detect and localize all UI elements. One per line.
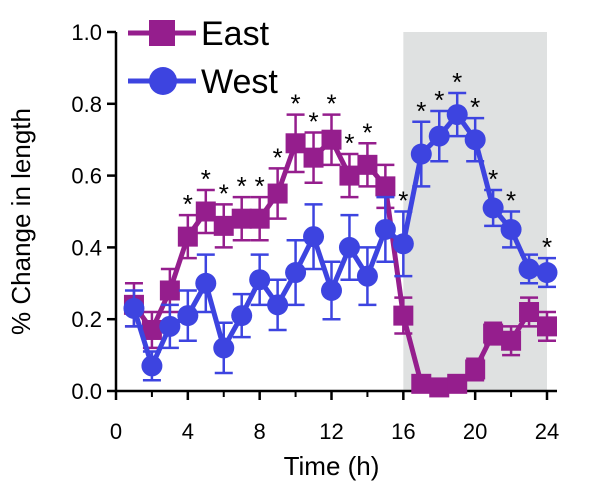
x-tick-label: 8	[254, 419, 266, 444]
west-data-point	[482, 197, 504, 219]
x-tick-label: 16	[391, 419, 415, 444]
east-data-point	[465, 359, 486, 380]
west-data-point	[249, 269, 271, 291]
y-axis-title: % Change in length	[6, 108, 36, 335]
west-data-point	[428, 125, 450, 147]
east-data-point	[177, 226, 198, 247]
east-significance-star: *	[362, 117, 372, 147]
west-data-point	[446, 104, 468, 126]
west-significance-star: *	[542, 232, 552, 262]
west-data-point	[231, 305, 253, 327]
east-data-point	[195, 201, 216, 222]
legend: East West	[128, 15, 278, 101]
y-tick-label: 1.0	[71, 20, 102, 45]
east-data-point	[303, 147, 324, 168]
west-data-point	[500, 218, 522, 240]
east-significance-star: *	[255, 171, 265, 201]
east-data-point	[321, 129, 342, 150]
west-significance-star: *	[506, 186, 516, 216]
west-significance-star: *	[470, 92, 480, 122]
east-data-point	[375, 176, 396, 197]
east-data-point	[537, 316, 557, 337]
east-data-point	[339, 165, 360, 186]
east-data-point	[357, 154, 378, 175]
west-data-point	[267, 294, 289, 316]
west-data-point	[392, 233, 414, 255]
east-data-point	[393, 305, 414, 326]
y-tick-label: 0.8	[71, 92, 102, 117]
west-data-point	[303, 226, 325, 248]
east-significance-star: *	[237, 171, 247, 201]
east-data-point	[519, 302, 540, 323]
west-data-point	[410, 143, 432, 165]
x-tick-label: 24	[535, 419, 559, 444]
west-data-point	[374, 218, 396, 240]
tick-marks: 0 4 8 12 16 20 24 0.0 0.2 0.4 0.6 0.8 1.0	[71, 20, 559, 444]
east-significance-star: *	[183, 189, 193, 219]
west-significance-star: *	[452, 67, 462, 97]
east-significance-star: *	[344, 128, 354, 158]
west-data-point	[195, 272, 217, 294]
east-data-point	[231, 208, 252, 229]
x-tick-label: 20	[463, 419, 487, 444]
east-significance-star: *	[201, 164, 211, 194]
x-axis-title: Time (h)	[284, 451, 380, 481]
west-significance-star: *	[488, 164, 498, 194]
x-tick-label: 12	[319, 419, 343, 444]
east-data-point	[213, 215, 234, 236]
west-data-point	[518, 258, 540, 280]
east-data-point	[285, 133, 306, 154]
east-significance-star: *	[308, 107, 318, 137]
west-significance-star: *	[398, 186, 408, 216]
east-significance-star: *	[273, 142, 283, 172]
legend-west-label: West	[201, 63, 278, 101]
east-significance-star: *	[219, 178, 229, 208]
x-tick-label: 4	[182, 419, 194, 444]
legend-west-marker	[149, 67, 177, 95]
east-significance-star: *	[291, 89, 301, 119]
west-significance-star: *	[416, 96, 426, 126]
east-data-point	[429, 377, 450, 398]
x-tick-label: 0	[110, 419, 122, 444]
light-phase-shading	[403, 32, 547, 391]
y-tick-label: 0.0	[71, 379, 102, 404]
data-series	[123, 91, 558, 398]
east-data-point	[141, 319, 162, 340]
west-data-point	[141, 355, 163, 377]
y-tick-label: 0.6	[71, 164, 102, 189]
west-data-point	[356, 265, 378, 287]
east-data-point	[159, 280, 180, 301]
west-data-point	[285, 262, 307, 284]
east-data-point	[411, 373, 432, 394]
east-data-point	[501, 330, 522, 351]
east-significance-star: *	[326, 89, 336, 119]
east-data-point	[483, 323, 504, 344]
y-tick-label: 0.4	[71, 235, 102, 260]
east-data-point	[249, 208, 270, 229]
east-data-point	[447, 373, 468, 394]
west-data-point	[464, 129, 486, 151]
legend-east-label: East	[201, 15, 270, 53]
west-data-point	[159, 315, 181, 337]
west-data-point	[177, 305, 199, 327]
y-tick-label: 0.2	[71, 307, 102, 332]
west-data-point	[338, 236, 360, 258]
west-data-point	[321, 279, 342, 301]
legend-east-marker	[149, 20, 175, 46]
west-data-point	[536, 262, 558, 284]
east-data-point	[267, 183, 288, 204]
series-west	[123, 91, 558, 382]
series-east	[123, 113, 557, 398]
west-data-point	[213, 337, 235, 359]
west-data-point	[123, 297, 145, 319]
west-significance-star: *	[434, 85, 444, 115]
significance-markers: ** * * ****** *** ******	[183, 67, 552, 262]
